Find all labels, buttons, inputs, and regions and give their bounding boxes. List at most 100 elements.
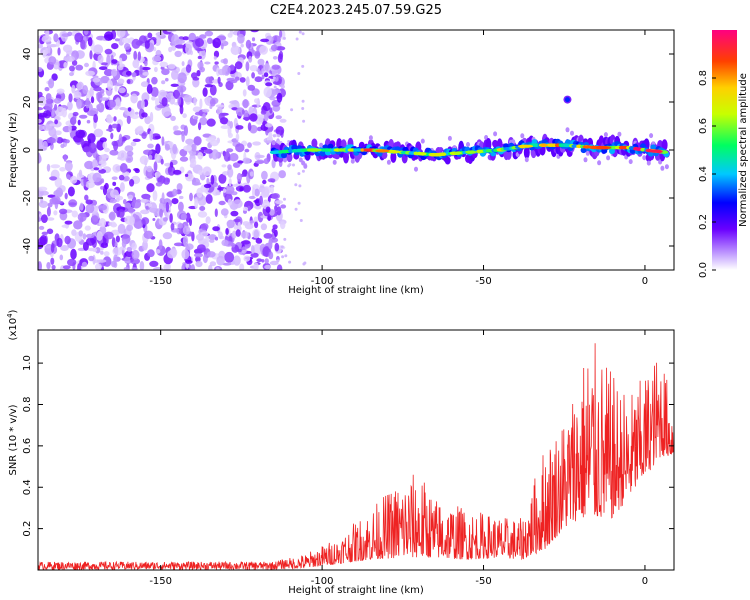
noise-blob (85, 97, 90, 109)
noise-blob (234, 61, 243, 70)
noise-dot (301, 107, 305, 110)
noise-blob (272, 224, 278, 230)
noise-blob (190, 158, 197, 167)
noise-blob (170, 223, 175, 231)
noise-blob (104, 147, 110, 153)
signal-halo (493, 131, 498, 137)
noise-blob (147, 143, 154, 149)
noise-blob (126, 79, 131, 84)
noise-blob (231, 242, 236, 248)
noise-blob (274, 242, 280, 252)
noise-blob (177, 96, 181, 106)
noise-blob (57, 47, 61, 56)
noise-dot (303, 261, 307, 265)
noise-blob (46, 228, 54, 235)
noise-blob (223, 188, 227, 193)
noise-blob (147, 249, 155, 258)
noise-blob (239, 186, 244, 192)
noise-blob (162, 232, 173, 240)
signal-peak (453, 151, 463, 155)
spectrogram-x-tick-label: -50 (475, 276, 491, 287)
noise-blob (277, 53, 283, 63)
noise-blob (179, 148, 188, 157)
noise-blob (38, 67, 43, 72)
noise-blob (89, 50, 93, 60)
noise-blob (84, 160, 95, 170)
noise-blob (113, 140, 119, 151)
noise-blob (41, 35, 52, 43)
noise-blob (48, 127, 57, 137)
noise-blob (192, 106, 202, 113)
noise-blob (198, 170, 203, 176)
noise-blob (108, 222, 112, 226)
noise-blob (45, 93, 52, 102)
noise-blob (229, 121, 233, 129)
noise-blob (132, 59, 140, 69)
noise-blob (183, 94, 193, 103)
noise-blob (125, 70, 132, 76)
noise-blob (93, 167, 100, 171)
noise-blob (108, 211, 116, 221)
noise-blob (109, 149, 119, 156)
noise-blob (61, 107, 67, 118)
noise-blob (71, 210, 79, 218)
noise-blob (270, 44, 278, 52)
noise-blob (173, 130, 183, 136)
noise-blob (141, 217, 150, 225)
noise-blob (200, 231, 209, 237)
noise-blob (96, 231, 103, 241)
noise-blob (248, 195, 256, 200)
noise-blob (202, 166, 212, 176)
signal-halo (350, 158, 355, 164)
signal-halo (523, 146, 530, 159)
noise-blob (121, 37, 131, 44)
noise-blob (77, 212, 87, 222)
noise-blob (224, 251, 235, 263)
noise-blob (214, 236, 219, 241)
noise-blob (196, 187, 203, 198)
noise-blob (54, 119, 58, 125)
noise-blob (140, 81, 149, 88)
noise-blob (205, 76, 213, 85)
noise-blob (118, 133, 123, 144)
noise-blob (242, 184, 251, 193)
signal-halo (603, 132, 608, 138)
noise-blob (53, 97, 62, 104)
noise-blob (270, 185, 274, 194)
noise-blob (38, 96, 47, 106)
noise-blob (38, 139, 44, 150)
snr-x-axis-label: Height of straight line (km) (288, 585, 424, 596)
noise-blob (154, 135, 162, 140)
noise-blob (159, 61, 168, 68)
noise-dot (297, 201, 301, 205)
noise-blob (154, 66, 158, 73)
signal-core (552, 143, 557, 147)
noise-blob (119, 107, 127, 111)
noise-blob (61, 224, 69, 228)
noise-dot (295, 37, 299, 41)
noise-blob (71, 84, 76, 94)
noise-blob (213, 50, 220, 58)
noise-blob (127, 194, 134, 200)
noise-blob (210, 174, 215, 185)
noise-blob (280, 221, 286, 230)
noise-blob (226, 148, 234, 153)
noise-blob (53, 210, 58, 216)
noise-blob (218, 231, 223, 240)
noise-blob (73, 91, 82, 99)
noise-blob (232, 183, 239, 187)
noise-blob (206, 118, 216, 127)
snr-y-tick-label: 1.0 (22, 355, 33, 371)
noise-blob (38, 152, 41, 163)
noise-dot (301, 169, 305, 173)
signal-halo (524, 157, 529, 163)
noise-blob (149, 130, 154, 141)
noise-blob (171, 45, 177, 51)
colorbar-label: Normalized spectral amplitude (738, 73, 749, 227)
snr-y-multiplier: (x104) (6, 309, 19, 340)
noise-blob (204, 84, 213, 88)
noise-blob (85, 70, 95, 77)
noise-blob (53, 33, 59, 43)
noise-blob (260, 38, 270, 43)
noise-dot (280, 245, 284, 249)
